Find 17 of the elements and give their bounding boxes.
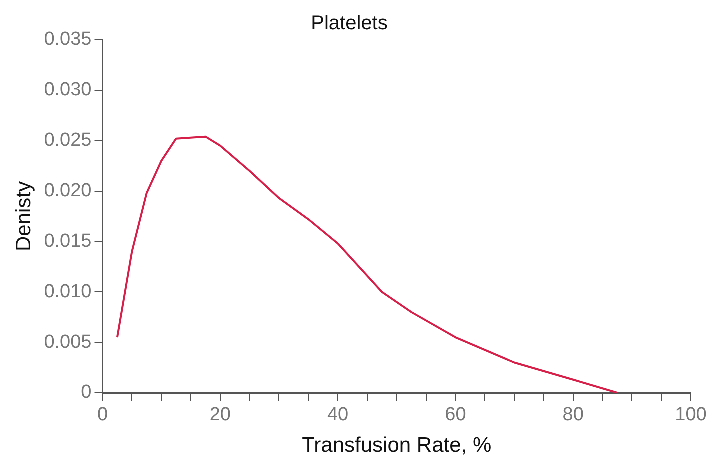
y-tick-label: 0.010	[44, 281, 92, 302]
x-tick-label: 20	[210, 404, 231, 426]
y-tick-label: 0.025	[44, 130, 92, 152]
x-tick-label: 0	[97, 404, 108, 426]
x-tick-label: 40	[327, 404, 349, 426]
y-tick-label: 0.005	[44, 332, 92, 353]
y-tick-label: 0.015	[44, 230, 92, 252]
chart-title: Platelets	[311, 12, 388, 35]
y-tick-label: 0.030	[44, 80, 92, 101]
x-tick-label: 80	[562, 404, 584, 426]
x-tick-label: 60	[445, 404, 466, 426]
y-tick-label: 0.020	[44, 180, 92, 202]
y-axis-title: Denisty	[12, 180, 36, 252]
x-axis-title: Transfusion Rate, %	[302, 434, 492, 458]
y-tick-label: 0.035	[44, 29, 92, 50]
y-tick-label: 0	[81, 382, 92, 404]
x-tick-label: 100	[675, 404, 707, 426]
